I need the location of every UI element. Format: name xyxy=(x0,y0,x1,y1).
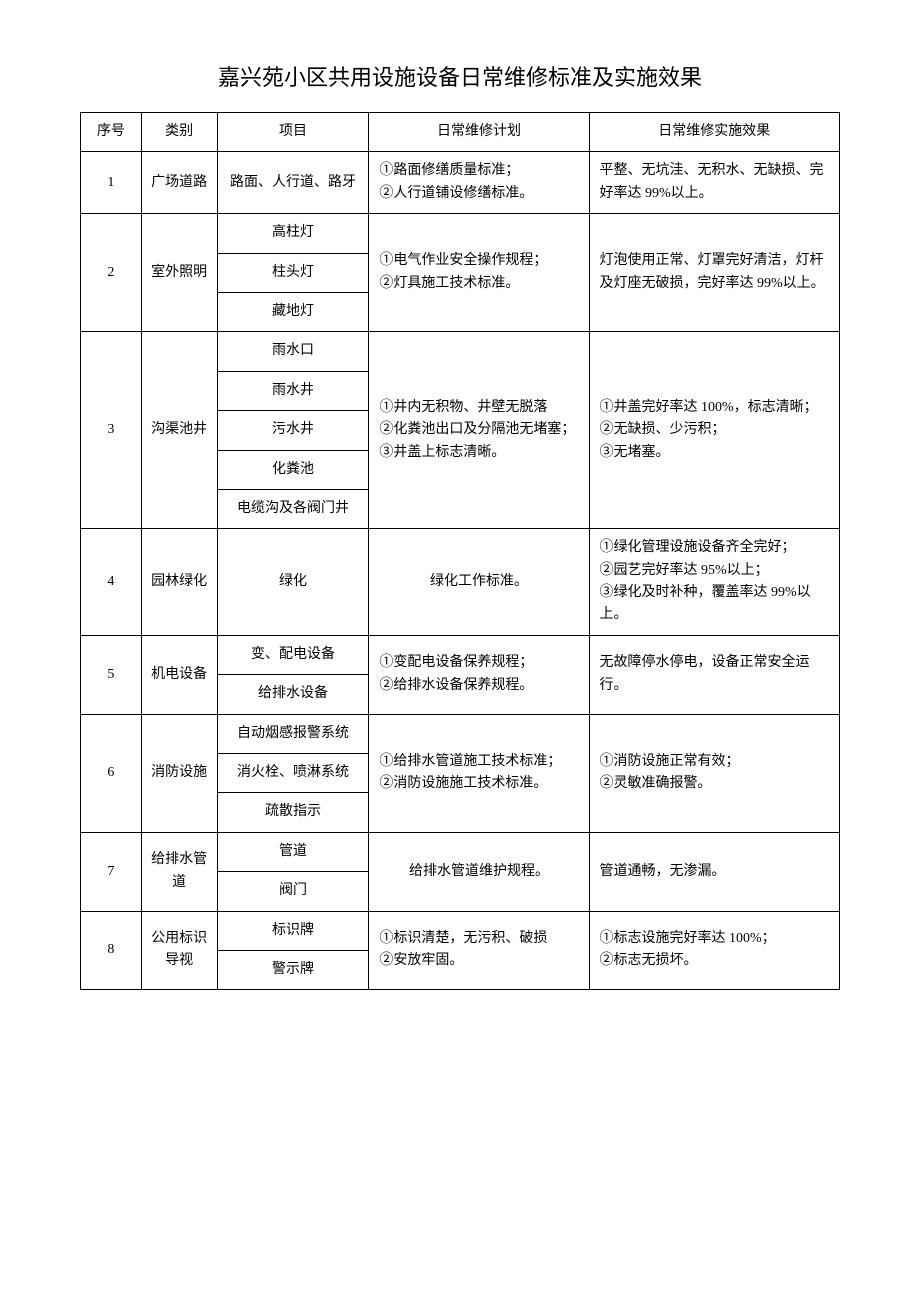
cell-item: 藏地灯 xyxy=(217,292,369,331)
cell-plan: 绿化工作标准。 xyxy=(369,529,589,636)
cell-num: 3 xyxy=(81,332,142,529)
cell-item: 雨水井 xyxy=(217,371,369,410)
header-result: 日常维修实施效果 xyxy=(589,113,839,152)
cell-plan: 给排水管道维护规程。 xyxy=(369,832,589,911)
cell-result: 管道通畅，无渗漏。 xyxy=(589,832,839,911)
table-row: 7 给排水管道 管道 给排水管道维护规程。 管道通畅，无渗漏。 xyxy=(81,832,840,871)
cell-result: 无故障停水停电，设备正常安全运行。 xyxy=(589,635,839,714)
cell-item: 消火栓、喷淋系统 xyxy=(217,754,369,793)
cell-item: 阀门 xyxy=(217,872,369,911)
table-header-row: 序号 类别 项目 日常维修计划 日常维修实施效果 xyxy=(81,113,840,152)
cell-category: 消防设施 xyxy=(141,714,217,832)
header-item: 项目 xyxy=(217,113,369,152)
cell-result: ①绿化管理设施设备齐全完好；②园艺完好率达 95%以上；③绿化及时补种，覆盖率达… xyxy=(589,529,839,636)
header-plan: 日常维修计划 xyxy=(369,113,589,152)
cell-num: 2 xyxy=(81,214,142,332)
cell-item: 化粪池 xyxy=(217,450,369,489)
cell-num: 4 xyxy=(81,529,142,636)
cell-result: ①消防设施正常有效；②灵敏准确报警。 xyxy=(589,714,839,832)
cell-item: 管道 xyxy=(217,832,369,871)
table-row: 4 园林绿化 绿化 绿化工作标准。 ①绿化管理设施设备齐全完好；②园艺完好率达 … xyxy=(81,529,840,636)
cell-plan: ①井内无积物、井壁无脱落②化粪池出口及分隔池无堵塞；③井盖上标志清晰。 xyxy=(369,332,589,529)
cell-plan: ①变配电设备保养规程；②给排水设备保养规程。 xyxy=(369,635,589,714)
cell-plan: ①电气作业安全操作规程；②灯具施工技术标准。 xyxy=(369,214,589,332)
cell-result: 灯泡使用正常、灯罩完好清洁，灯杆及灯座无破损，完好率达 99%以上。 xyxy=(589,214,839,332)
cell-num: 6 xyxy=(81,714,142,832)
cell-category: 公用标识导视 xyxy=(141,911,217,990)
cell-plan: ①标识清楚，无污积、破损②安放牢固。 xyxy=(369,911,589,990)
cell-plan: ①路面修缮质量标准；②人行道铺设修缮标准。 xyxy=(369,152,589,214)
header-num: 序号 xyxy=(81,113,142,152)
cell-category: 沟渠池井 xyxy=(141,332,217,529)
table-row: 8 公用标识导视 标识牌 ①标识清楚，无污积、破损②安放牢固。 ①标志设施完好率… xyxy=(81,911,840,950)
cell-item: 柱头灯 xyxy=(217,253,369,292)
document-title: 嘉兴苑小区共用设施设备日常维修标准及实施效果 xyxy=(80,60,840,92)
cell-plan: ①给排水管道施工技术标准；②消防设施施工技术标准。 xyxy=(369,714,589,832)
cell-item: 高柱灯 xyxy=(217,214,369,253)
cell-item: 给排水设备 xyxy=(217,675,369,714)
cell-category: 机电设备 xyxy=(141,635,217,714)
cell-category: 园林绿化 xyxy=(141,529,217,636)
cell-result: ①井盖完好率达 100%，标志清晰；②无缺损、少污积；③无堵塞。 xyxy=(589,332,839,529)
cell-num: 1 xyxy=(81,152,142,214)
header-category: 类别 xyxy=(141,113,217,152)
cell-item: 疏散指示 xyxy=(217,793,369,832)
cell-item: 自动烟感报警系统 xyxy=(217,714,369,753)
cell-item: 雨水口 xyxy=(217,332,369,371)
table-row: 3 沟渠池井 雨水口 ①井内无积物、井壁无脱落②化粪池出口及分隔池无堵塞；③井盖… xyxy=(81,332,840,371)
cell-item: 污水井 xyxy=(217,411,369,450)
table-row: 6 消防设施 自动烟感报警系统 ①给排水管道施工技术标准；②消防设施施工技术标准… xyxy=(81,714,840,753)
cell-category: 室外照明 xyxy=(141,214,217,332)
maintenance-table: 序号 类别 项目 日常维修计划 日常维修实施效果 1 广场道路 路面、人行道、路… xyxy=(80,112,840,990)
cell-item: 警示牌 xyxy=(217,950,369,989)
table-row: 2 室外照明 高柱灯 ①电气作业安全操作规程；②灯具施工技术标准。 灯泡使用正常… xyxy=(81,214,840,253)
cell-result: 平整、无坑洼、无积水、无缺损、完好率达 99%以上。 xyxy=(589,152,839,214)
cell-item: 路面、人行道、路牙 xyxy=(217,152,369,214)
table-row: 1 广场道路 路面、人行道、路牙 ①路面修缮质量标准；②人行道铺设修缮标准。 平… xyxy=(81,152,840,214)
cell-result: ①标志设施完好率达 100%；②标志无损坏。 xyxy=(589,911,839,990)
cell-num: 8 xyxy=(81,911,142,990)
table-row: 5 机电设备 变、配电设备 ①变配电设备保养规程；②给排水设备保养规程。 无故障… xyxy=(81,635,840,674)
cell-category: 广场道路 xyxy=(141,152,217,214)
cell-item: 绿化 xyxy=(217,529,369,636)
cell-item: 标识牌 xyxy=(217,911,369,950)
cell-item: 变、配电设备 xyxy=(217,635,369,674)
cell-num: 5 xyxy=(81,635,142,714)
cell-num: 7 xyxy=(81,832,142,911)
cell-item: 电缆沟及各阀门井 xyxy=(217,489,369,528)
cell-category: 给排水管道 xyxy=(141,832,217,911)
